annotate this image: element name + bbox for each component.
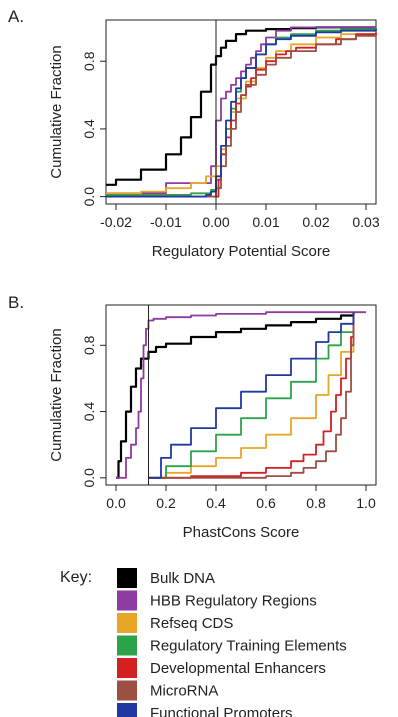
x-tick-label: -0.02 — [100, 214, 132, 230]
key-item-label: Regulatory Training Elements — [150, 638, 347, 655]
key-item-label: Bulk DNA — [150, 570, 215, 587]
x-axis-label: Regulatory Potential Score — [152, 243, 330, 260]
key-swatch — [117, 568, 137, 588]
plot-frame — [105, 304, 377, 486]
key-item-label: MicroRNA — [150, 683, 218, 700]
key-title: Key: — [60, 569, 92, 586]
x-tick-label: 0.00 — [202, 214, 229, 230]
x-tick-label: 0.4 — [206, 495, 226, 511]
series-line-refseq-cds — [148, 312, 355, 479]
y-tick-label: 0.8 — [81, 335, 97, 355]
key-swatch — [117, 658, 137, 678]
y-axis-label: Cumulative Fraction — [48, 328, 65, 461]
key-swatch — [117, 703, 137, 717]
x-tick-label: 0.6 — [256, 495, 276, 511]
y-tick-label: 0.0 — [81, 187, 97, 207]
x-tick-label: 1.0 — [356, 495, 376, 511]
x-tick-label: -0.01 — [150, 214, 182, 230]
series-line-regulatory-training-elements — [148, 312, 355, 479]
series-line-developmental-enhancers — [148, 312, 355, 479]
key-legend: Key: Bulk DNA HBB Regulatory Regions Refse… — [60, 568, 347, 717]
key-swatch — [117, 590, 137, 611]
series-line-developmental-enhancers — [106, 32, 377, 198]
y-tick-label: 0.4 — [81, 402, 97, 422]
x-tick-label: 0.03 — [352, 214, 379, 230]
series-line-hbb-regulatory-regions — [116, 311, 366, 479]
key-item-label: HBB Regulatory Regions — [150, 593, 317, 610]
key-swatch — [117, 680, 137, 701]
x-tick-label: 0.0 — [106, 495, 126, 511]
series-line-bulk-dna — [116, 312, 355, 479]
panel-a-chart: -0.02 -0.01 0.00 0.01 0.02 0.03 0.0 0.4 0.8 Regul… — [48, 19, 380, 260]
key-swatch — [117, 613, 137, 633]
x-tick-label: 0.02 — [302, 214, 329, 230]
panel-b-chart: 0.0 0.2 0.4 0.6 0.8 1.0 0.0 0.4 0.8 PhastCons Sco… — [48, 304, 377, 541]
x-tick-label: 0.01 — [252, 214, 279, 230]
key-swatch — [117, 635, 137, 656]
y-tick-label: 0.0 — [81, 468, 97, 488]
series-line-microrna — [148, 312, 355, 479]
y-axis-label: Cumulative Fraction — [48, 45, 65, 178]
key-item-label: Refseq CDS — [150, 615, 233, 632]
series-line-microrna — [106, 34, 377, 198]
x-tick-label: 0.2 — [156, 495, 176, 511]
x-axis-label: PhastCons Score — [183, 524, 300, 541]
key-item-label: Developmental Enhancers — [150, 660, 326, 677]
series-line-functional-promoters — [148, 312, 355, 479]
panel-a-label: A. — [8, 7, 24, 26]
plot-frame — [105, 19, 377, 205]
panel-b-label: B. — [8, 293, 24, 312]
y-tick-label: 0.8 — [81, 51, 97, 71]
key-item-label: Functional Promoters — [150, 705, 293, 717]
x-tick-label: 0.8 — [306, 495, 326, 511]
y-tick-label: 0.4 — [81, 119, 97, 139]
